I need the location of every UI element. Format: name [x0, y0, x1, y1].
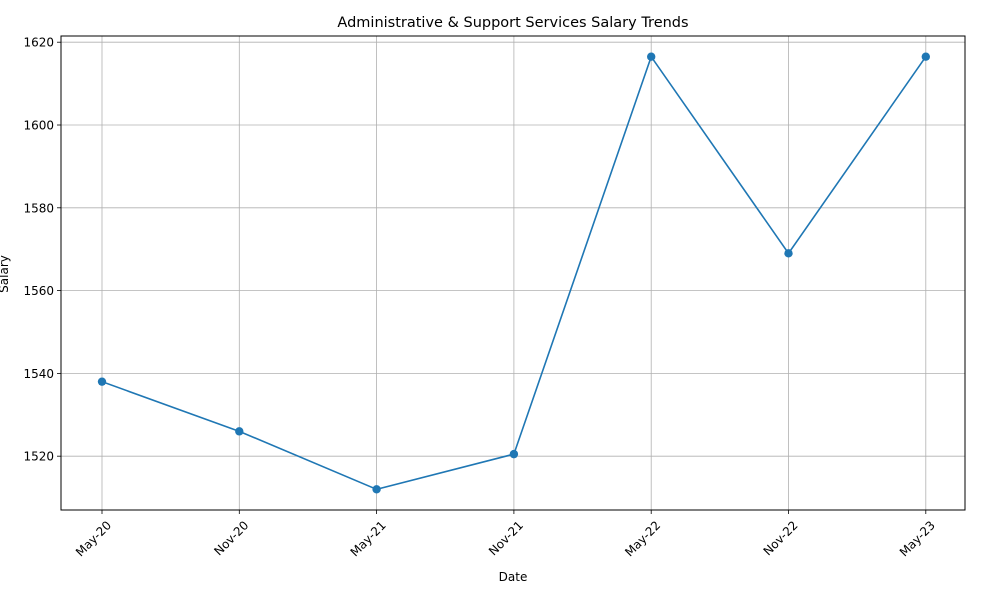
x-tick-label: Nov-22 — [761, 518, 801, 558]
x-axis: May-20 Nov-20 May-21 Nov-21 May-22 Nov-22 May-… — [73, 510, 938, 559]
y-tick-label: 1520 — [23, 450, 54, 464]
y-tick-label: 1540 — [23, 367, 54, 381]
x-tick-label: May-21 — [348, 518, 389, 559]
chart-title: Administrative & Support Services Salary… — [337, 15, 688, 31]
x-tick-label: May-23 — [897, 518, 938, 559]
y-tick-label: 1600 — [23, 119, 54, 133]
data-point — [647, 52, 656, 61]
y-axis: 1520 1540 1560 1580 1600 1620 — [23, 36, 61, 464]
y-tick-label: 1580 — [23, 201, 54, 215]
data-point — [235, 427, 244, 436]
data-point — [921, 52, 930, 61]
y-axis-label: Salary — [0, 255, 11, 293]
data-point — [372, 485, 381, 494]
x-tick-label: Nov-20 — [211, 518, 251, 558]
x-tick-label: Nov-21 — [486, 518, 526, 558]
series-group — [97, 52, 930, 494]
plot-frame — [60, 35, 966, 511]
x-axis-label: Date — [499, 570, 528, 584]
y-tick-label: 1620 — [23, 36, 54, 50]
x-tick-label: May-22 — [622, 518, 663, 559]
data-point — [97, 377, 107, 386]
data-point — [509, 449, 519, 459]
y-tick-label: 1560 — [23, 284, 54, 298]
grid — [61, 36, 965, 510]
data-point — [784, 249, 793, 258]
x-tick-label: May-20 — [73, 518, 114, 559]
